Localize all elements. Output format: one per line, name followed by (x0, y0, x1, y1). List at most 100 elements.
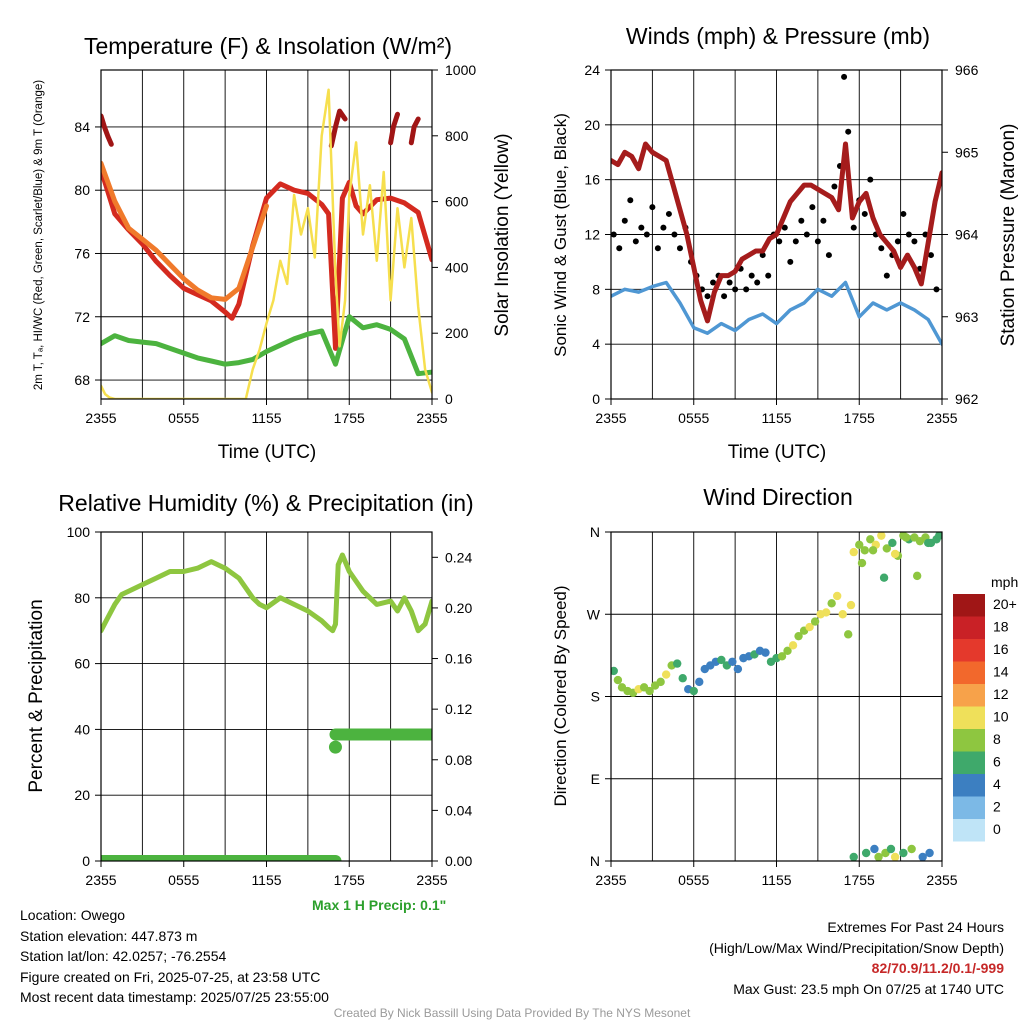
winds-ylabel-right: Station Pressure (Maroon) (998, 124, 1019, 347)
legend-label: 8 (993, 731, 1001, 747)
x-tick-label: 2355 (595, 872, 626, 888)
created-text: Figure created on Fri, 2025-07-25, at 23… (20, 968, 321, 985)
y-right-tick-label: 0 (445, 391, 453, 407)
wind-direction-point (678, 674, 687, 683)
wind-direction-point (901, 533, 911, 542)
wind-direction-point (877, 532, 886, 540)
location-text: Location: Owego (20, 907, 126, 923)
heat_index_wind_chill-line (101, 113, 114, 147)
station-info: Location: Owego Station elevation: 447.8… (20, 905, 329, 1008)
plot-frame (100, 69, 433, 400)
y-tick-label: 0 (592, 391, 600, 407)
legend-swatch (953, 684, 985, 707)
gust-point (878, 245, 885, 252)
wind-direction-point (821, 608, 831, 617)
heat_index_wind_chill-line (328, 108, 348, 149)
y-tick-label: 20 (584, 117, 600, 133)
wind-direction-point (890, 852, 900, 861)
gust-point (748, 272, 755, 279)
gust-point (911, 238, 918, 245)
gust-point (732, 286, 739, 293)
x-tick-label: 1755 (334, 872, 365, 888)
wind-direction-point (661, 670, 671, 679)
humidity-line (101, 552, 432, 634)
gust-point (927, 252, 934, 259)
x-tick-label: 2355 (85, 872, 116, 888)
y-right-tick-label: 600 (445, 194, 469, 210)
plot-area (611, 73, 942, 346)
gust-point (632, 238, 639, 245)
legend-title: mph (991, 574, 1018, 590)
dew_point-line (101, 314, 432, 377)
y-right-tick-label: 0.04 (445, 802, 472, 818)
y-tick-label: S (591, 689, 600, 705)
gust-point (726, 279, 733, 286)
legend-label: 20+ (993, 596, 1017, 612)
wind-direction-point (849, 852, 858, 861)
gust-point (933, 286, 940, 293)
x-tick-label: 0555 (678, 410, 709, 426)
y-right-tick-label: 0.24 (445, 549, 472, 565)
legend-swatch (953, 661, 985, 684)
wind-direction-point (849, 547, 858, 557)
wind-direction-point (783, 646, 792, 656)
legend-swatch (953, 729, 985, 752)
x-tick-label: 1755 (844, 872, 875, 888)
legend-swatch (953, 751, 985, 774)
x-tick-label: 1755 (334, 410, 365, 426)
gust-point (710, 279, 717, 286)
wind-direction-panel: 2355 0555 1155 1755 2355 N E S W N (587, 524, 958, 888)
gust-point (905, 231, 912, 238)
y-right-tick-label: 0.20 (445, 600, 472, 616)
y-right-tick-label: 0.08 (445, 752, 472, 768)
legend-swatch (953, 594, 985, 617)
wind-direction-title: Wind Direction (703, 484, 853, 510)
y-right-tick-label: 966 (955, 62, 979, 78)
wind-direction-point (810, 617, 820, 626)
y-tick-label: 80 (74, 182, 90, 198)
extremes-title: Extremes For Past 24 Hours (827, 919, 1004, 935)
gust-point (754, 279, 761, 286)
gust-point (671, 231, 678, 238)
gust-point (621, 217, 628, 224)
plot-frame (100, 531, 433, 862)
y-right-tick-label: 963 (955, 309, 979, 325)
gust-point (704, 293, 711, 300)
y-tick-label: N (590, 524, 600, 540)
x-tick-label: 0555 (168, 410, 199, 426)
wind-direction-point (935, 532, 942, 540)
y-tick-label: 76 (74, 245, 90, 261)
wind-direction-point (888, 538, 897, 548)
wind-direction-ylabel: Direction (Colored By Speed) (551, 585, 570, 806)
y-right-tick-label: 962 (955, 391, 979, 407)
gust-point (894, 238, 901, 245)
y-right-tick-label: 964 (955, 227, 979, 243)
wind-direction-point (870, 844, 879, 854)
x-tick-label: 0555 (678, 872, 709, 888)
legend-label: 10 (993, 709, 1009, 725)
wind-direction-point (717, 655, 726, 665)
gust-point (798, 217, 805, 224)
winds-title: Winds (mph) & Pressure (mb) (626, 23, 930, 49)
gust-point (743, 286, 750, 293)
y-tick-label: 8 (592, 281, 600, 297)
wind-direction-point (886, 844, 896, 854)
legend-label: 4 (993, 776, 1001, 792)
gust-point (814, 238, 821, 245)
gust-point (781, 224, 788, 231)
x-tick-label: 1155 (251, 872, 281, 888)
gust-point (765, 272, 772, 279)
credit-text: Created By Nick Bassill Using Data Provi… (333, 1006, 691, 1020)
wind-direction-point (907, 844, 916, 854)
y-right-tick-label: 965 (955, 144, 979, 160)
temperature-title: Temperature (F) & Insolation (W/m²) (84, 33, 452, 59)
wind-direction-point (689, 686, 698, 696)
temperature-ylabel: 2m T, Tₐ, HI/WC (Red, Green, Scarlet/Blu… (33, 80, 45, 390)
gust-point (665, 210, 672, 217)
y-tick-label: 40 (74, 721, 90, 737)
gust-point (867, 176, 874, 183)
gust-point (776, 238, 783, 245)
y-tick-label: W (587, 606, 601, 622)
legend-label: 18 (993, 619, 1009, 635)
gust-point (616, 245, 623, 252)
